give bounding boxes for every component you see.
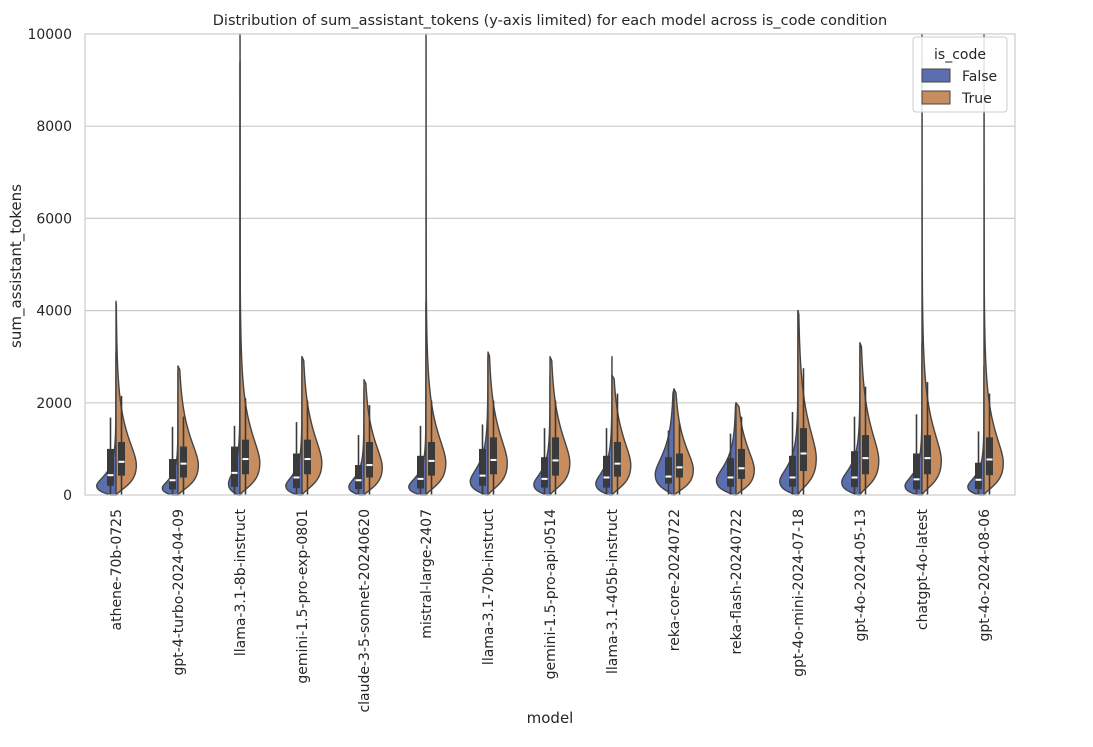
iqr-box — [417, 455, 424, 489]
iqr-box — [428, 441, 435, 476]
y-tick-label: 6000 — [36, 211, 72, 227]
iqr-box — [541, 457, 548, 488]
violin-true — [673, 388, 694, 496]
violins — [96, 33, 1004, 496]
y-tick-label: 4000 — [36, 304, 72, 320]
x-tick-label: llama-3.1-405b-instruct — [605, 508, 621, 673]
iqr-box — [789, 455, 796, 487]
iqr-box — [107, 448, 114, 486]
iqr-box — [242, 439, 249, 475]
iqr-box — [800, 428, 807, 472]
iqr-box — [169, 459, 176, 490]
iqr-box — [614, 441, 621, 477]
iqr-box — [304, 439, 311, 475]
iqr-box — [975, 462, 982, 490]
x-tick-label: llama-3.1-70b-instruct — [481, 508, 497, 665]
violin-true — [611, 374, 632, 496]
iqr-box — [676, 453, 683, 478]
legend-swatch-false — [921, 68, 951, 83]
x-tick-label: athene-70b-0725 — [109, 509, 125, 630]
x-axis-ticks: athene-70b-0725 gpt-4-turbo-2024-04-09 lla… — [109, 508, 993, 712]
iqr-box — [986, 437, 993, 476]
y-tick-label: 0 — [63, 488, 72, 504]
x-tick-label: reka-flash-20240722 — [729, 509, 745, 654]
legend-label-true: True — [961, 91, 992, 107]
iqr-box — [293, 453, 300, 489]
iqr-box — [366, 441, 373, 478]
iqr-box — [479, 448, 486, 486]
legend-label-false: False — [962, 69, 997, 85]
x-tick-label: mistral-large-2407 — [419, 509, 435, 639]
violin-true — [921, 33, 942, 496]
iqr-box — [665, 457, 672, 484]
iqr-box — [552, 437, 559, 476]
iqr-box — [913, 453, 920, 490]
iqr-box — [862, 435, 869, 475]
chart-title: Distribution of sum_assistant_tokens (y-… — [213, 13, 887, 29]
x-tick-label: gpt-4-turbo-2024-04-09 — [171, 509, 187, 676]
x-tick-label: gemini-1.5-pro-exp-0801 — [295, 509, 311, 684]
y-tick-label: 10000 — [27, 27, 72, 43]
violin-true — [983, 33, 1004, 496]
x-tick-label: gpt-4o-mini-2024-07-18 — [791, 509, 807, 677]
x-tick-label: reka-core-20240722 — [667, 509, 683, 651]
violin-true — [363, 379, 383, 496]
x-axis-label: model — [527, 709, 574, 727]
legend-swatch-true — [921, 90, 951, 105]
y-tick-label: 8000 — [36, 119, 72, 135]
iqr-box — [603, 455, 610, 488]
violin-true — [425, 33, 447, 496]
iqr-box — [727, 458, 734, 487]
x-tick-label: gpt-4o-2024-05-13 — [853, 509, 869, 641]
iqr-box — [118, 441, 125, 476]
iqr-box — [851, 451, 858, 488]
y-axis-label: sum_assistant_tokens — [7, 184, 26, 348]
x-tick-label: claude-3-5-sonnet-20240620 — [357, 509, 373, 713]
legend: is_code False True — [912, 36, 1008, 113]
iqr-box — [231, 446, 238, 487]
x-tick-label: gemini-1.5-pro-api-0514 — [543, 509, 559, 679]
legend-title: is_code — [934, 47, 986, 63]
y-tick-label: 2000 — [36, 396, 72, 412]
iqr-box — [180, 446, 187, 478]
iqr-box — [738, 448, 745, 479]
violin-true — [239, 33, 261, 496]
iqr-box — [490, 437, 497, 475]
y-axis-ticks: 0 2000 4000 6000 8000 10000 — [27, 27, 72, 504]
iqr-box — [924, 435, 931, 475]
x-tick-label: gpt-4o-2024-08-06 — [977, 509, 993, 642]
iqr-box — [355, 465, 362, 490]
x-tick-label: llama-3.1-8b-instruct — [233, 508, 249, 656]
plot-frame — [84, 33, 1016, 496]
x-tick-label: chatgpt-4o-latest — [915, 508, 931, 630]
